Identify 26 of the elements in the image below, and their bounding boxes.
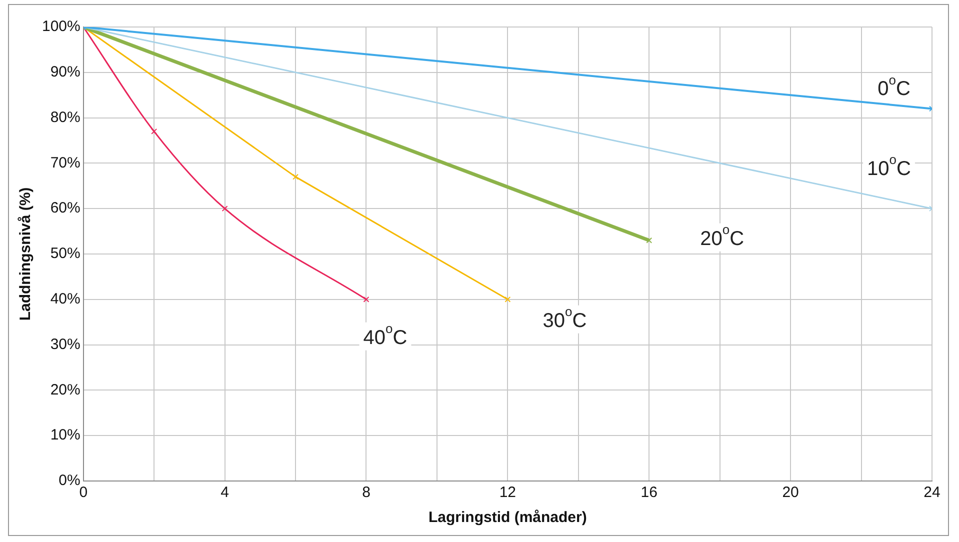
- x-tick-label: 20: [782, 484, 799, 502]
- y-tick-label: 0%: [58, 472, 80, 490]
- point: [646, 237, 652, 244]
- y-tick-label: 30%: [50, 336, 80, 353]
- y-axis-title: Laddningsnivå (%): [17, 187, 34, 321]
- x-axis-title: Lagringstid (månader): [428, 509, 587, 526]
- point: [292, 174, 298, 180]
- x-tick-label: 16: [640, 484, 658, 502]
- y-tick-label: 80%: [50, 108, 80, 126]
- y-tick-label: 60%: [50, 200, 80, 217]
- x-tick-label: 12: [499, 484, 516, 502]
- y-tick-label: 10%: [50, 426, 80, 444]
- x-tick-label: 0: [79, 484, 88, 502]
- x-tick-label: 4: [220, 484, 229, 502]
- y-tick-label: 20%: [50, 381, 80, 398]
- point: [151, 128, 158, 134]
- y-tick-label: 50%: [50, 245, 80, 262]
- y-tick-label: 70%: [50, 154, 80, 172]
- x-tick-label: 24: [924, 484, 940, 502]
- point: [222, 206, 228, 212]
- x-tick-label: 8: [362, 484, 370, 502]
- y-tick-label: 90%: [50, 64, 80, 81]
- y-tick-label: 40%: [50, 290, 80, 308]
- point: [504, 296, 511, 302]
- y-tick-label: 100%: [42, 18, 80, 36]
- point: [363, 296, 370, 302]
